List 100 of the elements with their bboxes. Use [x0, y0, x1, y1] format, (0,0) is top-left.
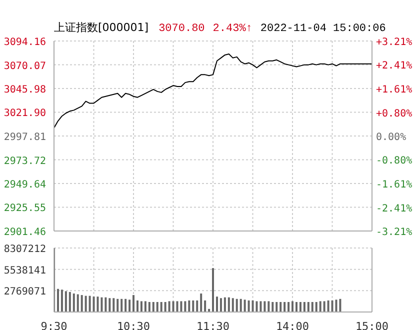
bar: [88, 296, 91, 312]
y-tick-label: 3070.07: [4, 60, 46, 72]
x-tick-label: 14:00: [276, 320, 310, 330]
bar: [288, 302, 290, 312]
bar: [128, 300, 131, 312]
bar: [168, 301, 170, 312]
bar: [124, 298, 127, 312]
y-tick-label: 2769071: [4, 286, 46, 298]
y2-tick-label: +3.21%: [376, 37, 412, 48]
bar: [56, 288, 59, 312]
y2-tick-label: +0.80%: [376, 108, 412, 120]
bar: [152, 302, 154, 312]
bar: [160, 302, 162, 312]
bar: [232, 298, 234, 312]
bar: [136, 300, 138, 312]
x-tick-label: 10:30: [116, 320, 150, 330]
y2-tick-label: -0.80%: [376, 156, 412, 167]
y-tick-label: 2973.72: [4, 156, 46, 167]
bar: [60, 290, 63, 312]
bar: [295, 302, 298, 312]
x-tick-label: 9:30: [40, 320, 68, 330]
bar: [248, 300, 250, 312]
bar: [315, 302, 318, 312]
bar: [264, 301, 266, 312]
bar: [335, 300, 338, 312]
bar: [176, 301, 178, 312]
bar: [112, 298, 115, 312]
text: 2022-11-04 15:00:06: [260, 23, 386, 35]
bar: [180, 301, 182, 312]
bar: [72, 294, 75, 312]
text: 3070.80: [158, 23, 205, 35]
bar: [116, 298, 119, 312]
bar: [120, 298, 123, 312]
bar: [299, 302, 302, 312]
y2-tick-label: +1.61%: [376, 84, 412, 96]
bar: [252, 300, 254, 312]
text: 2.43%↑: [212, 23, 252, 35]
line-series: [54, 53, 372, 128]
bar: [307, 302, 310, 312]
bar: [144, 301, 146, 312]
bar: [280, 302, 282, 312]
bar: [64, 291, 67, 312]
bar: [92, 296, 95, 312]
x-tick-label: 15:00: [355, 320, 389, 330]
bar: [303, 302, 306, 312]
bar: [184, 301, 186, 312]
bar: [268, 301, 270, 312]
bar: [339, 298, 342, 312]
bar: [188, 300, 190, 312]
bar: [148, 302, 150, 312]
bar: [272, 302, 274, 312]
bar: [276, 302, 278, 312]
bar: [104, 297, 107, 312]
bar: [244, 300, 246, 312]
bar: [319, 301, 322, 312]
bar: [212, 268, 214, 312]
bar: [331, 300, 334, 312]
bar: [192, 300, 194, 312]
bar: [108, 298, 111, 312]
bar: [200, 294, 202, 312]
y-tick-label: 5538141: [4, 265, 46, 276]
bar: [256, 301, 258, 312]
y2-tick-label: -1.61%: [376, 180, 412, 191]
bar: [260, 301, 262, 312]
y2-tick-label: -2.41%: [376, 203, 412, 214]
bar: [68, 292, 71, 312]
bar: [80, 295, 83, 312]
y2-tick-label: -3.21%: [376, 227, 412, 238]
y-tick-label: 3094.16: [4, 37, 46, 48]
y-tick-label: 2997.81: [4, 132, 46, 143]
bar: [240, 298, 242, 312]
bar: [156, 302, 158, 312]
bar: [196, 300, 198, 312]
bar: [228, 297, 230, 312]
y2-tick-label: +2.41%: [376, 60, 412, 72]
bar: [96, 296, 99, 312]
bar: [132, 295, 135, 312]
y-tick-label: 2925.55: [4, 203, 46, 214]
bar: [164, 302, 166, 312]
bar: [323, 301, 326, 312]
bar: [236, 298, 238, 312]
bar: [220, 298, 222, 312]
bar: [84, 296, 87, 312]
y-tick-label: 8307212: [4, 244, 46, 255]
chart-title: 上证指数[000001]: [54, 21, 149, 34]
y-tick-label: 3021.90: [4, 108, 46, 120]
bar: [327, 300, 330, 312]
bar: [311, 302, 314, 312]
bar: [172, 301, 174, 312]
bar: [140, 301, 142, 312]
bar: [224, 297, 226, 312]
y-tick-label: 3045.98: [4, 84, 46, 96]
bar: [100, 297, 103, 312]
bar: [216, 296, 218, 312]
bar: [284, 302, 286, 312]
y2-tick-label: 0.00%: [376, 132, 406, 143]
x-tick-label: 11:30: [196, 320, 230, 330]
y-tick-label: 2949.64: [4, 179, 46, 190]
bar: [204, 300, 206, 312]
bar: [292, 301, 294, 312]
